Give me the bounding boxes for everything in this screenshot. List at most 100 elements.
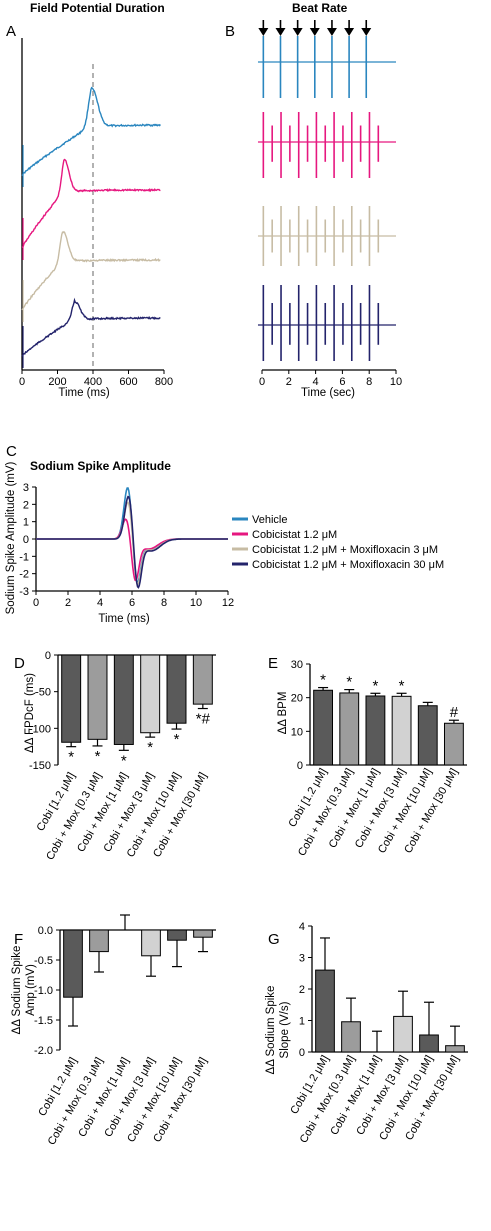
- panel-a-trace-2: [21, 158, 161, 249]
- pD-bar-2: [87, 654, 108, 740]
- pF-bar-4: [141, 929, 161, 957]
- panel-letter-g: G: [268, 931, 280, 948]
- panel-c-y-tick-label: -1: [19, 551, 29, 563]
- panel-letter-f: F: [14, 931, 23, 948]
- down-arrow-head: [309, 28, 320, 36]
- pE-bar-1: [313, 689, 334, 766]
- pE-y-tick-label: 20: [291, 693, 303, 705]
- panel-c-x-tick-label: 8: [161, 597, 167, 609]
- panel-c-ylabel: Sodium Spike Amplitude (mV): [5, 461, 17, 614]
- panel-f: F ΔΔ Sodium Spike Amp (mV) 0.0 -0.5 -1.0 -1…: [11, 914, 216, 1147]
- pF-y-tick-label: -1.5: [34, 1015, 53, 1027]
- legend: Vehicle Cobicistat 1.2 μM Cobicistat 1.2 μ…: [232, 514, 444, 571]
- pG-y-tick-label: 3: [299, 953, 305, 965]
- down-arrow-head: [275, 28, 286, 36]
- pD-significance-1: *: [68, 749, 74, 766]
- panel-a: A Field Potential Duration Time (ms) 0 20…: [6, 1, 173, 399]
- pD-y-tick-label: -150: [29, 760, 51, 772]
- pF-bar-2: [89, 929, 109, 953]
- down-arrow-head: [326, 28, 337, 36]
- pG-y-tick-label: 0: [299, 1047, 305, 1059]
- pE-significance-6: #: [450, 704, 459, 721]
- pD-significance-5: *: [174, 731, 180, 748]
- pG-bar-6: [445, 1045, 465, 1053]
- panel-b-x-tick-label: 6: [339, 376, 345, 388]
- panel-b-x-tick-label: 8: [366, 376, 372, 388]
- pD-bar-6: [192, 654, 213, 705]
- panel-b-xlabel: Time (sec): [301, 387, 355, 399]
- panel-c-x-tick-label: 2: [65, 597, 71, 609]
- down-arrow-icon: [361, 20, 372, 36]
- panel-a-x-tick-label: 600: [119, 376, 137, 388]
- down-arrow-icon: [258, 20, 269, 36]
- down-arrow-icon: [309, 20, 320, 36]
- pE-significance-3: *: [372, 677, 378, 694]
- pE-bar-5: [417, 705, 438, 766]
- pD-significance-4: *: [147, 739, 153, 756]
- panel-c-x-tick-label: 10: [190, 597, 202, 609]
- pF-bar-6: [193, 929, 213, 938]
- panel-a-x-tick-label: 0: [19, 376, 25, 388]
- pG-bar-1: [315, 969, 335, 1053]
- panel-a-title: Field Potential Duration: [30, 1, 165, 15]
- down-arrow-icon: [326, 20, 337, 36]
- panel-letter-d: D: [14, 655, 25, 672]
- panel-a-trace-1: [21, 86, 161, 177]
- pD-y-tick-label: -50: [35, 687, 51, 699]
- pF-y-tick-label: -2.0: [34, 1045, 53, 1057]
- down-arrow-icon: [275, 20, 286, 36]
- panel-letter-b: B: [225, 23, 235, 40]
- pE-bar-4: [391, 695, 412, 766]
- panel-d-ylabel: ΔΔ FPDcF (ms): [24, 673, 36, 753]
- panel-c-x-tick-label: 4: [97, 597, 103, 609]
- pD-y-tick-label: 0: [45, 650, 51, 662]
- panel-g: G ΔΔ Sodium Spike Slope (V/s) 43210Cobi …: [265, 921, 468, 1145]
- pG-bar-2: [341, 1021, 361, 1053]
- panel-g-ylabel-1: ΔΔ Sodium Spike: [265, 986, 277, 1075]
- pF-y-tick-label: -1.0: [34, 985, 53, 997]
- pE-significance-2: *: [346, 674, 352, 691]
- panel-a-x-tick-label: 400: [84, 376, 102, 388]
- panel-b-title: Beat Rate: [292, 1, 348, 15]
- panel-c-y-tick-label: 0: [23, 534, 29, 546]
- pE-significance-4: *: [399, 677, 405, 694]
- panel-c-title: Sodium Spike Amplitude: [30, 459, 171, 473]
- pF-bar-5: [167, 929, 187, 941]
- pD-y-tick-label: -100: [29, 723, 51, 735]
- pD-significance-2: *: [95, 748, 101, 765]
- panel-letter-e: E: [268, 655, 278, 672]
- panel-c: C Sodium Spike Amplitude Time (ms) Sodiu…: [5, 443, 234, 625]
- panel-c-y-tick-label: 1: [23, 517, 29, 529]
- panel-c-y-tick-label: -2: [19, 569, 29, 581]
- pE-bar-3: [365, 695, 386, 766]
- pD-bar-5: [166, 654, 187, 724]
- pG-y-tick-label: 1: [299, 1016, 305, 1028]
- pE-bar-6: [443, 722, 464, 766]
- legend-label-4: Cobicistat 1.2 μM + Moxifloxacin 30 μM: [252, 559, 444, 571]
- pE-y-tick-label: 10: [291, 726, 303, 738]
- pG-y-tick-label: 4: [299, 921, 305, 933]
- panel-e-ylabel: ΔΔ BPM: [277, 692, 289, 735]
- pF-y-tick-label: -0.5: [34, 955, 53, 967]
- panel-c-x-tick-label: 6: [129, 597, 135, 609]
- down-arrow-head: [292, 28, 303, 36]
- panel-g-ylabel-2: Slope (V/s): [279, 1001, 291, 1058]
- panel-b: B Beat Rate Time (sec) 0 2 4 6 8 10: [225, 1, 402, 399]
- panel-letter-a: A: [6, 23, 16, 40]
- panel-b-x-tick-label: 4: [313, 376, 319, 388]
- legend-label-2: Cobicistat 1.2 μM: [252, 529, 337, 541]
- panel-c-x-tick-label: 12: [222, 597, 234, 609]
- panel-c-y-tick-label: 2: [23, 499, 29, 511]
- panel-a-trace-4: [21, 297, 161, 357]
- pD-bar-3: [113, 654, 134, 745]
- panel-b-x-tick-label: 0: [259, 376, 265, 388]
- pG-y-tick-label: 2: [299, 984, 305, 996]
- panel-a-x-tick-label: 800: [155, 376, 173, 388]
- panel-a-xlabel: Time (ms): [58, 387, 109, 399]
- panel-a-trace-3: [21, 230, 161, 311]
- down-arrow-head: [361, 28, 372, 36]
- pF-y-tick-label: 0.0: [38, 925, 53, 937]
